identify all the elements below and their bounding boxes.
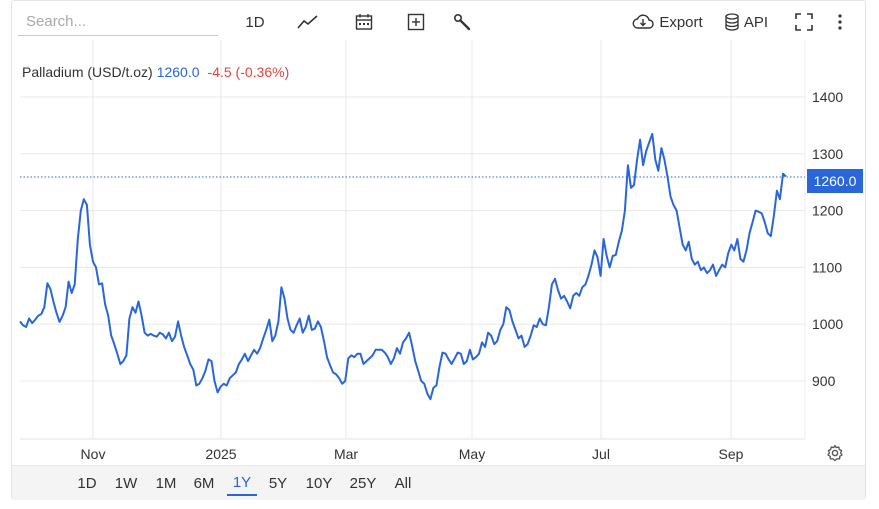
settings-gear-icon[interactable]	[826, 444, 844, 462]
search-input[interactable]	[18, 8, 218, 36]
last-price-marker	[807, 169, 863, 193]
x-tick-label: Nov	[81, 446, 106, 462]
y-tick-label: 1200	[812, 203, 843, 219]
range-button-10y[interactable]: 10Y	[305, 474, 333, 492]
more-options-icon[interactable]	[832, 10, 848, 34]
y-tick-label: 1000	[812, 316, 843, 332]
range-button-1w[interactable]: 1W	[114, 474, 138, 492]
y-tick-label: 1100	[812, 259, 842, 275]
range-button-6m[interactable]: 6M	[193, 474, 215, 492]
range-button-25y[interactable]: 25Y	[349, 474, 377, 492]
wrench-icon[interactable]	[451, 10, 473, 34]
chart-legend: Palladium (USD/t.oz) 1260.0 -4.5 (-0.36%)	[22, 64, 289, 80]
cloud-download-icon[interactable]	[632, 10, 654, 34]
y-tick-label: 900	[812, 373, 836, 389]
fullscreen-icon[interactable]	[793, 10, 815, 34]
chart-widget	[11, 0, 866, 500]
current-price: 1260.0	[156, 64, 200, 80]
export-button[interactable]: Export	[659, 13, 703, 31]
line-chart-icon[interactable]	[296, 10, 320, 34]
interval-button[interactable]: 1D	[245, 13, 265, 31]
series-line	[19, 132, 787, 401]
series-name: Palladium (USD/t.oz)	[22, 64, 153, 80]
x-tick-label: 2025	[205, 446, 236, 462]
last-price-label: 1260.0	[814, 173, 857, 189]
range-bar	[12, 465, 865, 500]
y-tick-label: 1300	[812, 146, 843, 162]
database-icon[interactable]	[723, 10, 741, 34]
x-tick-label: Sep	[719, 446, 744, 462]
x-tick-label: Mar	[334, 446, 358, 462]
add-indicator-icon[interactable]	[405, 10, 427, 34]
range-button-all[interactable]: All	[394, 474, 412, 492]
range-button-5y[interactable]: 5Y	[268, 474, 288, 492]
api-button[interactable]: API	[743, 13, 769, 31]
range-button-1y[interactable]: 1Y	[227, 470, 257, 496]
x-tick-label: Jul	[592, 446, 610, 462]
calendar-icon[interactable]	[353, 10, 375, 34]
x-tick-label: May	[459, 446, 485, 462]
range-button-1d[interactable]: 1D	[77, 474, 97, 492]
range-button-1m[interactable]: 1M	[155, 474, 177, 492]
y-tick-label: 1400	[812, 89, 843, 105]
price-change: -4.5 (-0.36%)	[207, 64, 290, 80]
